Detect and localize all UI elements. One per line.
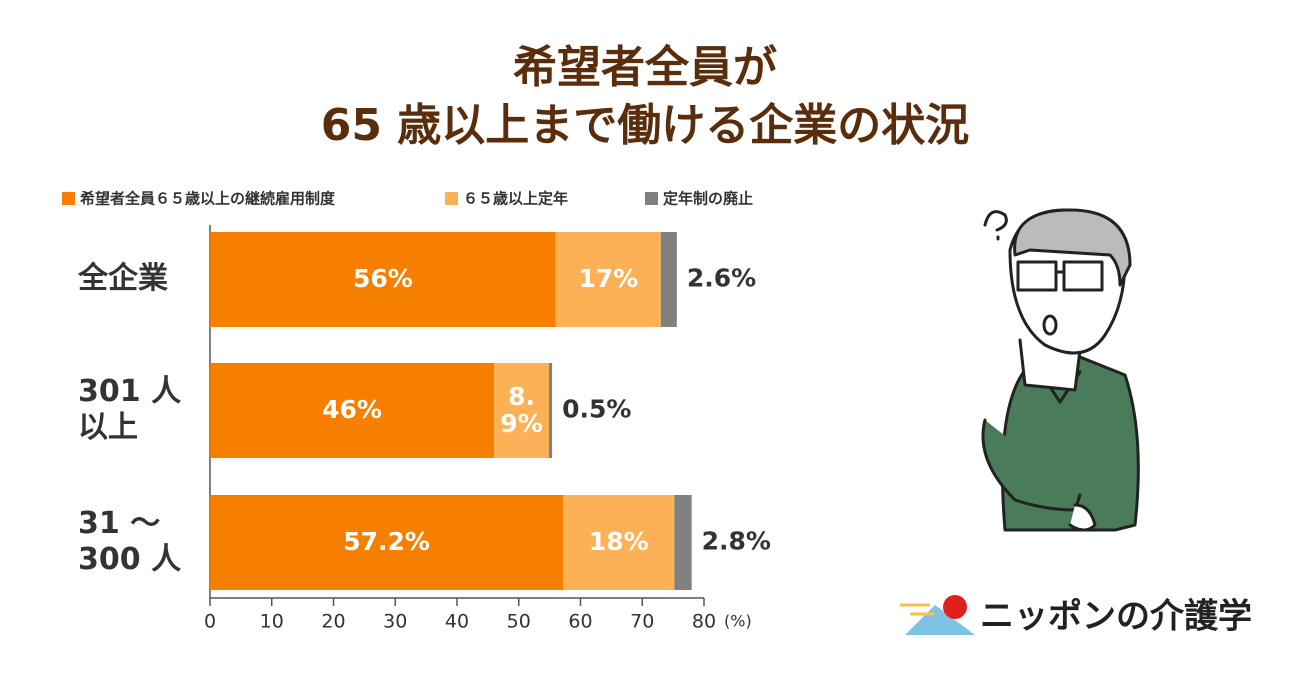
category-label: 301 人 — [78, 374, 181, 409]
value-label: 57.2% — [343, 527, 430, 557]
value-label-box: 46% — [322, 395, 382, 425]
category-label: 以上 — [78, 410, 138, 445]
logo: ニッポンの介護学 — [900, 595, 1252, 637]
bar-segment — [494, 363, 550, 458]
x-tick-label: 30 — [383, 611, 407, 633]
x-tick-label: 50 — [507, 611, 531, 633]
value-label: 56% — [352, 264, 413, 294]
legend-swatch — [62, 192, 75, 205]
value-label: 2.6% — [687, 264, 756, 293]
chart-title: 希望者全員が — [513, 42, 777, 93]
value-label: 2.8% — [702, 527, 771, 556]
x-tick-label: 70 — [630, 611, 654, 633]
legend-swatch — [645, 192, 658, 205]
x-tick-label: 80 — [692, 611, 716, 633]
value-label: 0.5% — [562, 395, 631, 424]
bar-segment — [549, 363, 553, 458]
illustration — [981, 208, 1140, 532]
legend-label: ６５歳以上定年 — [463, 190, 568, 208]
value-label-box: 18% — [588, 527, 649, 557]
value-label: 18% — [588, 527, 649, 557]
chart-title: 65 歳以上まで働ける企業の状況 — [321, 100, 970, 151]
value-label-box: 57.2% — [343, 527, 430, 557]
category-label: 31 ～ — [78, 506, 160, 541]
logo-sun — [943, 595, 967, 619]
x-tick-label: 60 — [568, 611, 592, 633]
legend-swatch — [445, 192, 458, 205]
value-label-box: 17% — [578, 264, 639, 294]
x-tick-label: 0 — [204, 611, 216, 633]
logo-mountain — [905, 605, 975, 635]
x-unit: (%) — [724, 612, 752, 631]
x-tick-label: 40 — [445, 611, 469, 633]
bar-segment — [563, 495, 675, 590]
value-label: 8.9% — [500, 382, 543, 438]
value-label: 46% — [322, 395, 382, 425]
bar-segment — [555, 232, 661, 327]
x-tick-label: 20 — [321, 611, 345, 633]
logo-text: ニッポンの介護学 — [980, 597, 1252, 637]
bar-segment — [210, 232, 556, 327]
bar-segment — [674, 495, 692, 590]
legend-label: 定年制の廃止 — [663, 190, 753, 208]
value-label: 17% — [578, 264, 639, 294]
bar-segment — [210, 363, 495, 458]
category-label: 300 人 — [78, 542, 181, 577]
value-label-box: 8.9% — [500, 382, 543, 438]
value-label-box: 56% — [352, 264, 413, 294]
logo-lines — [900, 603, 935, 616]
bar-segment — [210, 495, 564, 590]
x-tick-label: 10 — [260, 611, 284, 633]
bar-segment — [660, 232, 677, 327]
category-label: 全企業 — [77, 261, 168, 296]
legend-label: 希望者全員６５歳以上の継続雇用制度 — [80, 190, 336, 208]
